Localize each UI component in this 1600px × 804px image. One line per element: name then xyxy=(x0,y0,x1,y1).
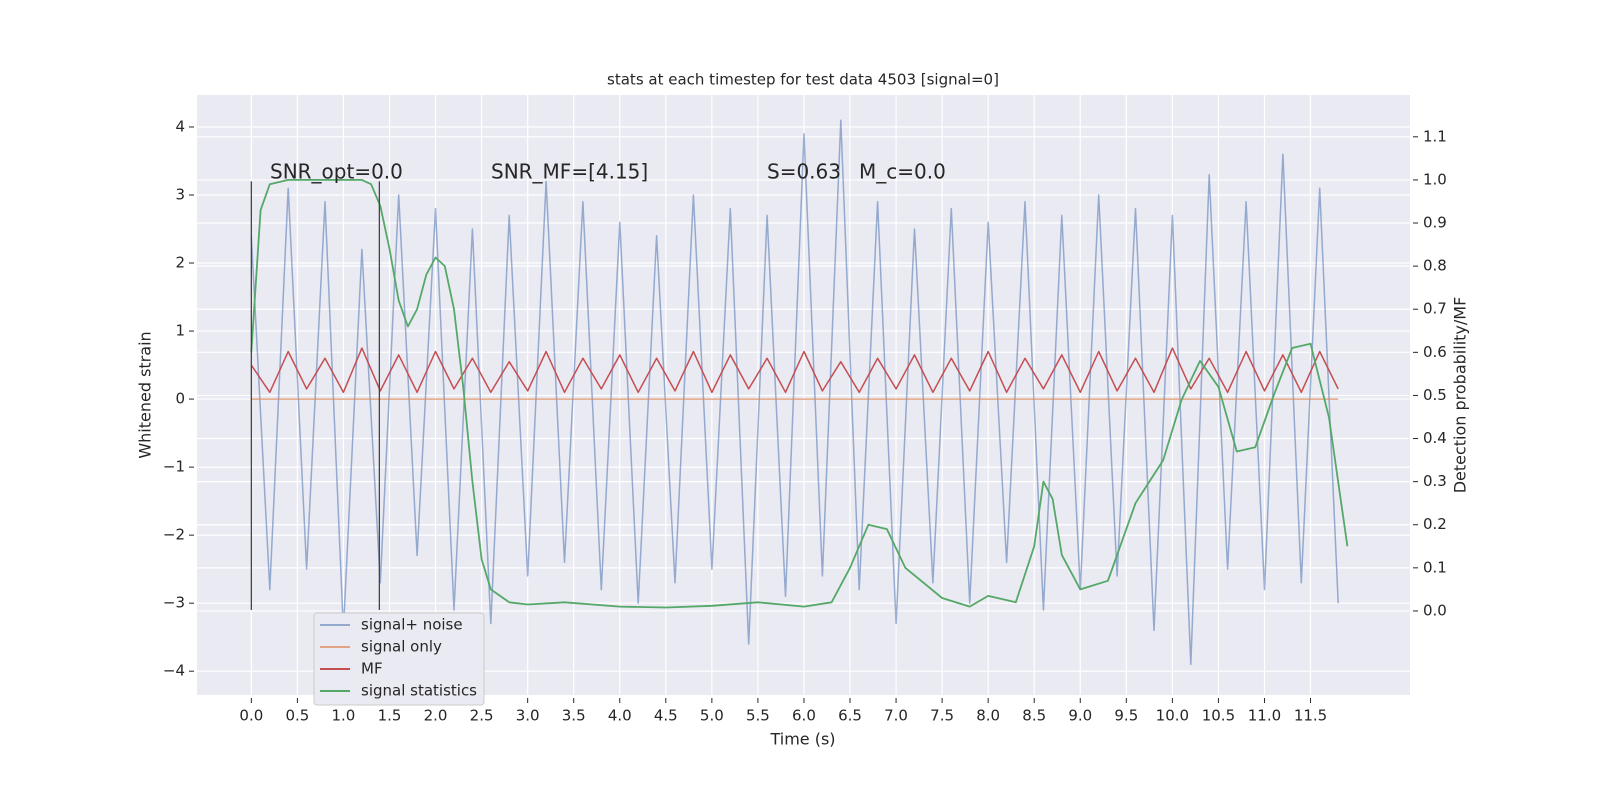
y-tick-label: −3 xyxy=(163,594,185,612)
y2-tick-label: 0.3 xyxy=(1423,472,1447,490)
y-tick-label: 2 xyxy=(175,254,185,272)
annotation: SNR_MF=[4.15] xyxy=(491,160,648,184)
legend-label: MF xyxy=(361,660,383,678)
y2-tick-label: 0.8 xyxy=(1423,257,1447,275)
x-tick-label: 7.5 xyxy=(930,707,954,725)
series-line xyxy=(250,119,1339,666)
x-tick-label: 9.5 xyxy=(1114,707,1138,725)
legend-label: signal only xyxy=(361,638,442,656)
x-tick-label: 11.5 xyxy=(1294,707,1327,725)
x-tick-label: 2.5 xyxy=(470,707,494,725)
x-tick-label: 1.0 xyxy=(332,707,356,725)
y-tick-label: −1 xyxy=(163,458,185,476)
y-tick-label: 4 xyxy=(175,117,185,135)
x-tick-label: 6.5 xyxy=(838,707,862,725)
x-tick-label: 8.5 xyxy=(1022,707,1046,725)
x-tick-label: 3.5 xyxy=(562,707,586,725)
legend-box xyxy=(313,612,485,706)
x-tick-label: 6.0 xyxy=(792,707,816,725)
annotation: SNR_opt=0.0 xyxy=(270,160,403,184)
y-tick-label: 3 xyxy=(175,186,185,204)
x-tick-label: 7.0 xyxy=(884,707,908,725)
y2-axis-label: Detection probability/MF xyxy=(1451,297,1470,494)
x-tick-label: 8.0 xyxy=(976,707,1000,725)
series-line xyxy=(250,179,1349,609)
x-axis-label: Time (s) xyxy=(769,730,835,749)
legend-label: signal+ noise xyxy=(361,616,463,634)
chart-title: stats at each timestep for test data 450… xyxy=(607,71,999,89)
x-tick-label: 4.5 xyxy=(654,707,678,725)
annotation: S=0.63 xyxy=(767,160,841,184)
y2-tick-label: 0.9 xyxy=(1423,214,1447,232)
y2-tick-label: 0.0 xyxy=(1423,601,1447,619)
y2-tick-label: 1.1 xyxy=(1423,127,1447,145)
series-line xyxy=(250,347,1339,394)
y2-tick-label: 0.6 xyxy=(1423,343,1447,361)
x-tick-label: 9.0 xyxy=(1068,707,1092,725)
annotation: M_c=0.0 xyxy=(859,160,946,184)
x-tick-label: 11.0 xyxy=(1248,707,1281,725)
legend-label: signal statistics xyxy=(361,682,477,700)
y-tick-label: 1 xyxy=(175,322,185,340)
y2-tick-label: 0.5 xyxy=(1423,386,1447,404)
y-tick-label: −4 xyxy=(163,662,185,680)
x-tick-label: 10.0 xyxy=(1156,707,1189,725)
y2-tick-label: 0.1 xyxy=(1423,558,1447,576)
x-tick-label: 4.0 xyxy=(608,707,632,725)
x-tick-label: 5.0 xyxy=(700,707,724,725)
legend: signal+ noise signal only MF signal statist… xyxy=(313,612,485,706)
y2-tick-label: 0.4 xyxy=(1423,429,1447,447)
x-tick-label: 1.5 xyxy=(378,707,402,725)
x-tick-label: 10.5 xyxy=(1202,707,1235,725)
x-tick-label: 2.0 xyxy=(424,707,448,725)
y2-tick-label: 0.2 xyxy=(1423,515,1447,533)
x-tick-label: 5.5 xyxy=(746,707,770,725)
y-axis-label: Whitened strain xyxy=(136,331,155,458)
y2-tick-label: 0.7 xyxy=(1423,300,1447,318)
x-tick-label: 0.0 xyxy=(239,707,263,725)
x-tick-label: 3.0 xyxy=(516,707,540,725)
y2-tick-label: 1.0 xyxy=(1423,170,1447,188)
y-tick-label: −2 xyxy=(163,526,185,544)
x-tick-label: 0.5 xyxy=(285,707,309,725)
y-tick-label: 0 xyxy=(175,390,185,408)
